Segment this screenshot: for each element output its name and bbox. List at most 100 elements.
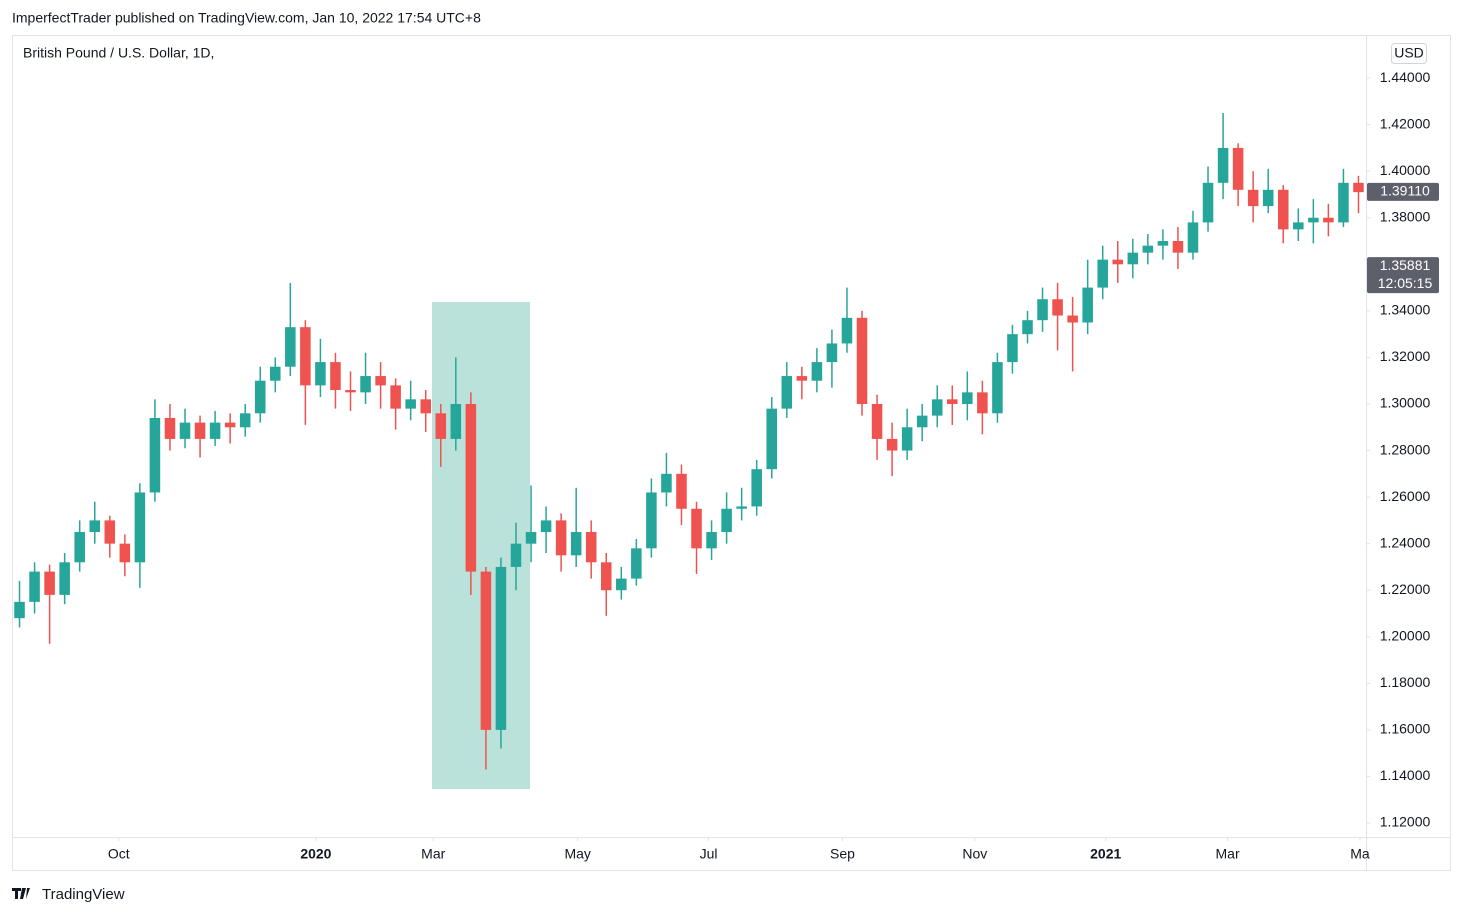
candle-body bbox=[14, 601, 25, 619]
candle bbox=[706, 520, 717, 560]
candle-body bbox=[1052, 299, 1063, 316]
candle bbox=[1082, 259, 1093, 335]
candle bbox=[1022, 310, 1033, 344]
x-tick-label: Jul bbox=[700, 846, 718, 862]
candle bbox=[811, 348, 823, 393]
candle-body bbox=[570, 532, 582, 556]
candle-body bbox=[796, 376, 808, 381]
candle bbox=[1293, 208, 1304, 242]
candle-body bbox=[1067, 315, 1078, 323]
candle bbox=[1262, 168, 1274, 214]
candle bbox=[600, 552, 612, 616]
candle-body bbox=[300, 327, 311, 386]
candle-body bbox=[1293, 222, 1304, 230]
candle-body bbox=[766, 408, 778, 470]
candle-body bbox=[962, 392, 973, 404]
candle bbox=[1112, 241, 1124, 283]
y-tick-label: 1.22000 bbox=[1380, 581, 1431, 597]
candle bbox=[1308, 199, 1319, 244]
candle bbox=[1247, 171, 1259, 223]
candle bbox=[1052, 282, 1063, 351]
candle bbox=[1157, 229, 1169, 260]
candle-body bbox=[901, 427, 913, 451]
candle-body bbox=[375, 376, 386, 386]
candle-body bbox=[1037, 299, 1048, 321]
candle bbox=[1172, 227, 1184, 269]
candle-body bbox=[89, 520, 101, 533]
candle bbox=[435, 403, 447, 467]
candle bbox=[345, 371, 356, 411]
candle bbox=[1202, 166, 1214, 232]
candle bbox=[300, 320, 311, 425]
candle-body bbox=[616, 578, 627, 591]
candle-body bbox=[1323, 217, 1334, 223]
candle-body bbox=[947, 399, 958, 404]
symbol-title: British Pound / U.S. Dollar, 1D, bbox=[23, 45, 214, 61]
candle-body bbox=[179, 422, 191, 439]
x-tick-label: 2020 bbox=[300, 846, 331, 862]
x-tick-label: Mar bbox=[421, 846, 445, 862]
candle bbox=[631, 539, 642, 586]
candle-body bbox=[1172, 241, 1184, 253]
candle bbox=[495, 557, 507, 749]
candle-body bbox=[435, 413, 447, 439]
countdown-label: 12:05:15 bbox=[1378, 275, 1433, 291]
candle-body bbox=[149, 417, 161, 493]
candle bbox=[1037, 287, 1048, 332]
candle bbox=[285, 282, 296, 377]
x-tick-label: Mar bbox=[1216, 846, 1240, 862]
y-tick-label: 1.24000 bbox=[1380, 534, 1431, 550]
candle-body bbox=[646, 492, 657, 549]
price-label: 1.35881 bbox=[1380, 257, 1431, 273]
candle-body bbox=[1007, 334, 1018, 363]
candle bbox=[1323, 203, 1334, 237]
candle bbox=[676, 464, 687, 526]
candle bbox=[1217, 112, 1229, 200]
candle-body bbox=[285, 327, 296, 367]
candle bbox=[89, 501, 101, 544]
candle-body bbox=[525, 532, 537, 544]
candle-body bbox=[420, 399, 431, 414]
candle-body bbox=[390, 385, 401, 409]
candle-body bbox=[721, 508, 732, 533]
candle bbox=[962, 371, 973, 421]
currency-label[interactable]: USD bbox=[1394, 45, 1424, 61]
candle bbox=[766, 397, 778, 479]
candle bbox=[119, 534, 131, 577]
candle-body bbox=[916, 415, 928, 428]
y-tick-label: 1.26000 bbox=[1380, 488, 1431, 504]
candle bbox=[179, 408, 191, 449]
candle-body bbox=[1277, 189, 1289, 230]
logo bbox=[12, 888, 30, 899]
y-tick-label: 1.12000 bbox=[1380, 814, 1431, 830]
candle bbox=[194, 415, 206, 458]
candle-body bbox=[1112, 259, 1124, 265]
candle bbox=[1338, 168, 1349, 228]
candle bbox=[465, 392, 477, 595]
candle-body bbox=[450, 403, 462, 439]
candle-body bbox=[1353, 182, 1364, 193]
candle-body bbox=[239, 413, 251, 428]
candle bbox=[14, 580, 25, 628]
candle-body bbox=[736, 506, 747, 509]
candle bbox=[1097, 245, 1108, 300]
candle bbox=[330, 352, 341, 409]
candle bbox=[315, 338, 326, 398]
candle bbox=[992, 352, 1003, 423]
candle-body bbox=[480, 571, 492, 730]
price-label-box bbox=[1367, 182, 1439, 201]
candle-body bbox=[931, 399, 943, 416]
candle-body bbox=[977, 392, 988, 414]
candle bbox=[540, 506, 552, 553]
candle bbox=[209, 410, 221, 446]
currency-button[interactable] bbox=[1391, 43, 1427, 64]
candle bbox=[104, 515, 116, 558]
candle-body bbox=[1142, 245, 1154, 253]
candle bbox=[1232, 143, 1244, 207]
candle-body bbox=[315, 362, 326, 386]
candle bbox=[270, 357, 281, 393]
y-tick-label: 1.38000 bbox=[1380, 208, 1431, 224]
candle-body bbox=[856, 317, 868, 404]
y-tick-label: 1.28000 bbox=[1380, 441, 1431, 457]
